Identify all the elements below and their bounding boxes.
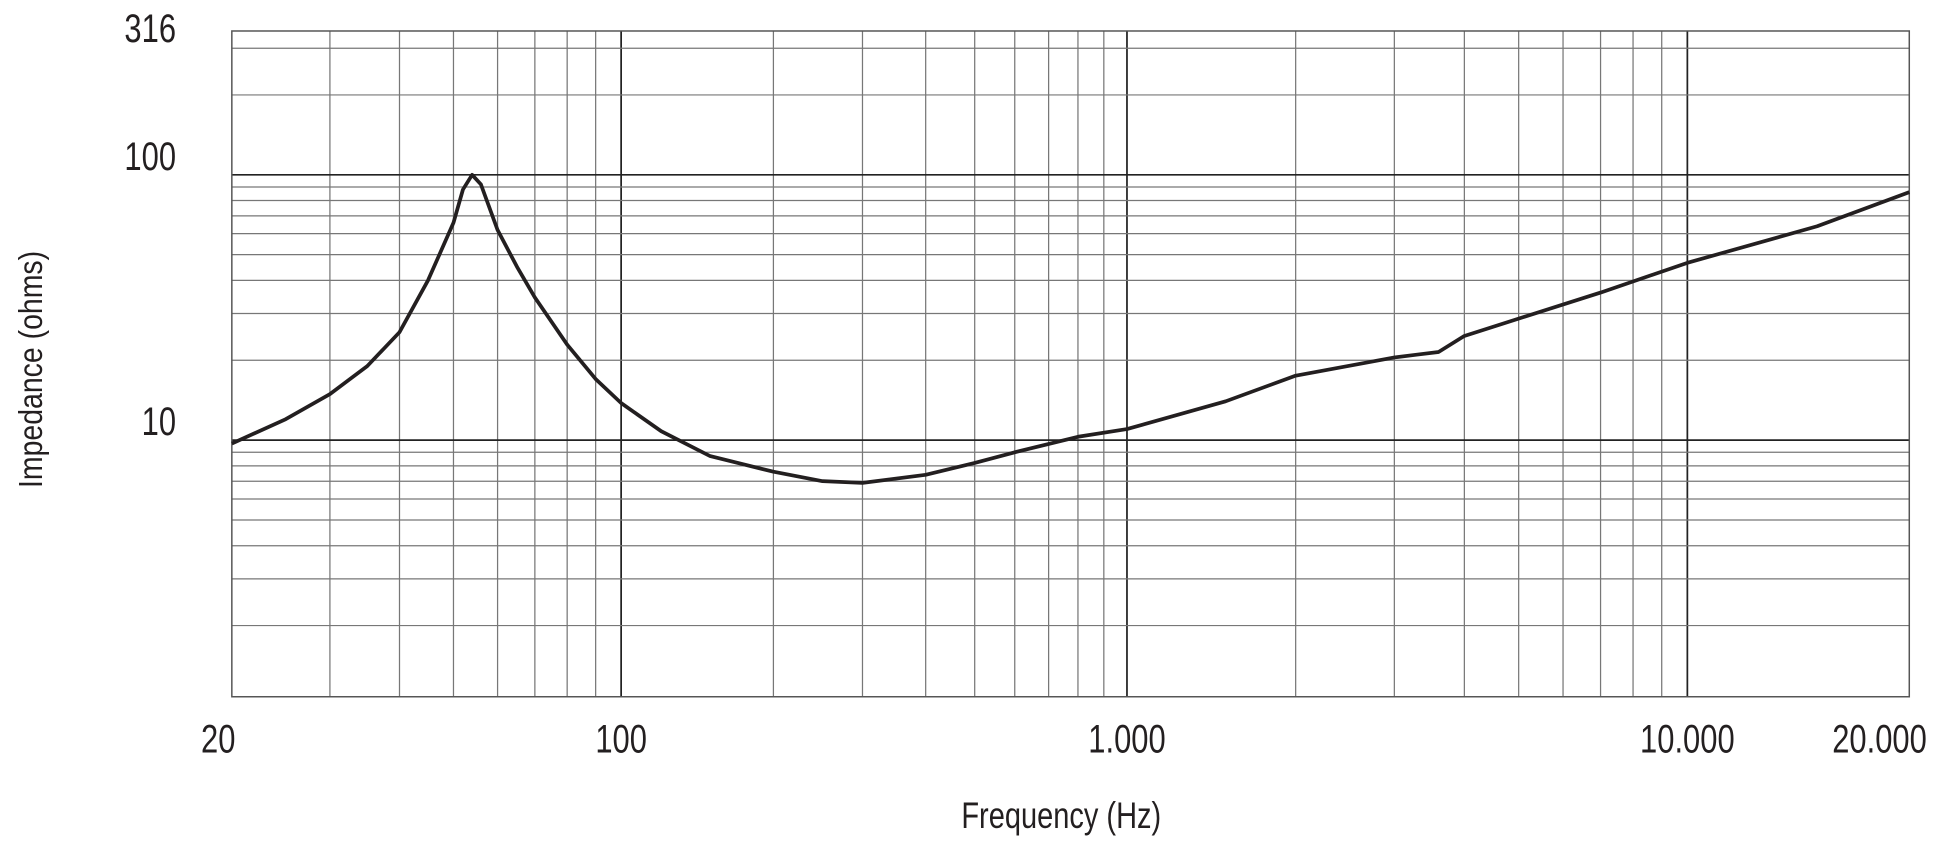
x-tick-label: 100	[595, 717, 647, 762]
x-tick-labels: 20 100 1.000 10.000 20.000	[201, 717, 1927, 762]
grid	[231, 30, 1910, 697]
plot-border	[231, 30, 1911, 698]
x-tick-label: 20.000	[1832, 717, 1927, 762]
y-tick-label: 10	[142, 399, 176, 444]
y-tick-label: 316	[124, 6, 176, 51]
y-tick-label: 100	[124, 134, 176, 179]
x-tick-label: 1.000	[1088, 717, 1165, 762]
x-tick-label: 10.000	[1640, 717, 1735, 762]
y-tick-labels: 10 100 316	[124, 6, 176, 444]
x-axis-label: Frequency (Hz)	[961, 796, 1161, 837]
curve-layer	[231, 172, 1910, 485]
x-tick-label: 20	[201, 717, 235, 762]
impedance-curve	[231, 172, 1910, 485]
y-axis-label: Impedance (ohms)	[12, 251, 50, 488]
